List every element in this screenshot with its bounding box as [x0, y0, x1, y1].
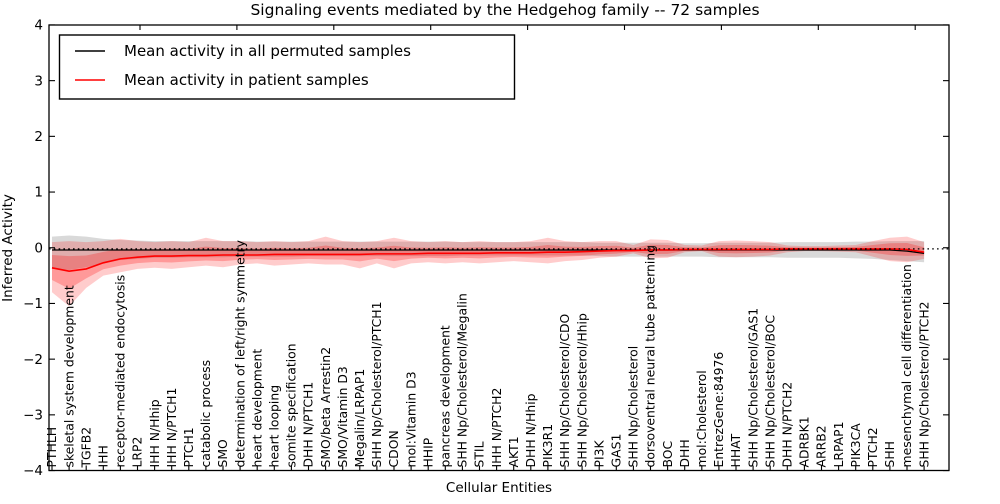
x-category-label: mesenchymal cell differentiation — [899, 264, 914, 467]
x-category-label: heart looping — [267, 385, 282, 468]
x-axis-label: Cellular Entities — [446, 480, 552, 496]
x-category-label: mol:Cholesterol — [694, 370, 709, 467]
patient-range-band-outer — [52, 236, 925, 307]
x-category-label: LRPAP1 — [831, 421, 846, 467]
x-category-label: DHH N/PTCH1 — [301, 382, 316, 468]
x-category-label: mol:Vitamin D3 — [403, 371, 418, 467]
uncertainty-bands — [52, 235, 925, 307]
x-category-label: AKT1 — [506, 436, 521, 467]
x-category-label: SHH Np/Cholesterol/GAS1 — [745, 308, 760, 468]
x-category-label: SHH — [882, 441, 897, 468]
y-tick-label: 0 — [34, 240, 43, 256]
y-tick-label: −4 — [23, 463, 43, 479]
x-category-label: TGFB2 — [78, 427, 93, 469]
x-category-label: SMO/beta Arrestin2 — [318, 347, 333, 468]
y-tick-label: −1 — [23, 296, 43, 312]
x-category-label: pancreas development — [438, 325, 453, 467]
x-category-label: SMO — [215, 439, 230, 468]
x-category-label: CDON — [386, 430, 401, 467]
x-category-label: IHH N/Hhip — [147, 399, 162, 467]
x-category-label: SHH Np/Cholesterol/PTCH1 — [369, 301, 384, 467]
x-category-label: somite specification — [284, 343, 299, 467]
series-lines — [49, 248, 949, 272]
x-category-label: PTCH1 — [181, 427, 196, 467]
x-category-label: PI3K — [591, 439, 606, 467]
x-category-label: STIL — [472, 441, 487, 467]
x-category-label: receptor-mediated endocytosis — [113, 275, 128, 468]
legend-entry-patient: Mean activity in patient samples — [124, 71, 369, 89]
x-category-label: IHH — [96, 445, 111, 467]
x-category-label: ADRBK1 — [797, 416, 812, 467]
y-tick-labels: 4 3 2 1 0 −1 −2 −3 −4 — [23, 18, 43, 480]
x-category-label: DHH — [677, 439, 692, 467]
y-tick-label: −2 — [23, 352, 43, 368]
x-category-label: PIK3R1 — [540, 424, 555, 468]
x-category-label: DHH N/PTCH2 — [780, 382, 795, 468]
y-tick-label: −3 — [23, 407, 43, 423]
x-category-label: PTCH2 — [865, 427, 880, 467]
x-category-label: SMO/Vitamin D3 — [335, 366, 350, 467]
y-tick-label: 3 — [34, 73, 43, 89]
chart-title: Signaling events mediated by the Hedgeho… — [250, 1, 759, 19]
permuted-mean-line — [52, 249, 925, 254]
legend-entry-permuted: Mean activity in all permuted samples — [124, 42, 411, 60]
x-category-label: HHAT — [728, 433, 743, 467]
x-category-label: PIK3CA — [848, 423, 863, 468]
x-category-label: ARRB2 — [814, 425, 829, 467]
x-category-label: BOC — [660, 441, 675, 468]
x-category-label: SHH Np/Cholesterol/Hhip — [574, 313, 589, 467]
x-category-label: PTHLH — [44, 427, 59, 468]
x-category-label: dorsoventral neural tube patterning — [643, 245, 658, 468]
x-category-label: SHH Np/Cholesterol/Megalin — [455, 293, 470, 467]
x-category-label: determination of left/right symmetry — [232, 240, 247, 468]
x-category-label: skeletal system development — [61, 285, 76, 467]
y-tick-label: 2 — [34, 129, 43, 145]
x-category-label: DHH N/Hhip — [523, 393, 538, 467]
y-tick-label: 1 — [34, 185, 43, 201]
x-category-label: SHH Np/Cholesterol/BOC — [762, 315, 777, 468]
x-category-label: GAS1 — [609, 434, 624, 468]
x-category-label: LRP2 — [130, 437, 145, 468]
legend-frame — [58, 34, 516, 100]
x-category-label: Megalin/LRPAP1 — [352, 369, 367, 468]
x-category-label: EntrezGene:84976 — [711, 352, 726, 468]
x-category-label: catabolic process — [198, 360, 213, 468]
plot-border — [48, 24, 950, 472]
y-tick-label: 4 — [34, 18, 43, 34]
x-category-label: IHH N/PTCH1 — [164, 388, 179, 468]
x-category-label: heart development — [249, 349, 264, 468]
x-category-label: SHH Np/Cholesterol/PTCH2 — [916, 301, 931, 467]
y-axis-label: Inferred Activity — [0, 194, 16, 302]
x-category-label: SHH Np/Cholesterol — [626, 346, 641, 468]
x-category-labels: PTHLH skeletal system development TGFB2 IHH… — [44, 240, 931, 469]
x-category-label: SHH Np/Cholesterol/CDO — [557, 313, 572, 467]
x-category-label: HHIP — [420, 437, 435, 467]
x-category-label: IHH N/PTCH2 — [489, 388, 504, 468]
legend: Mean activity in all permuted samples Me… — [58, 34, 516, 100]
